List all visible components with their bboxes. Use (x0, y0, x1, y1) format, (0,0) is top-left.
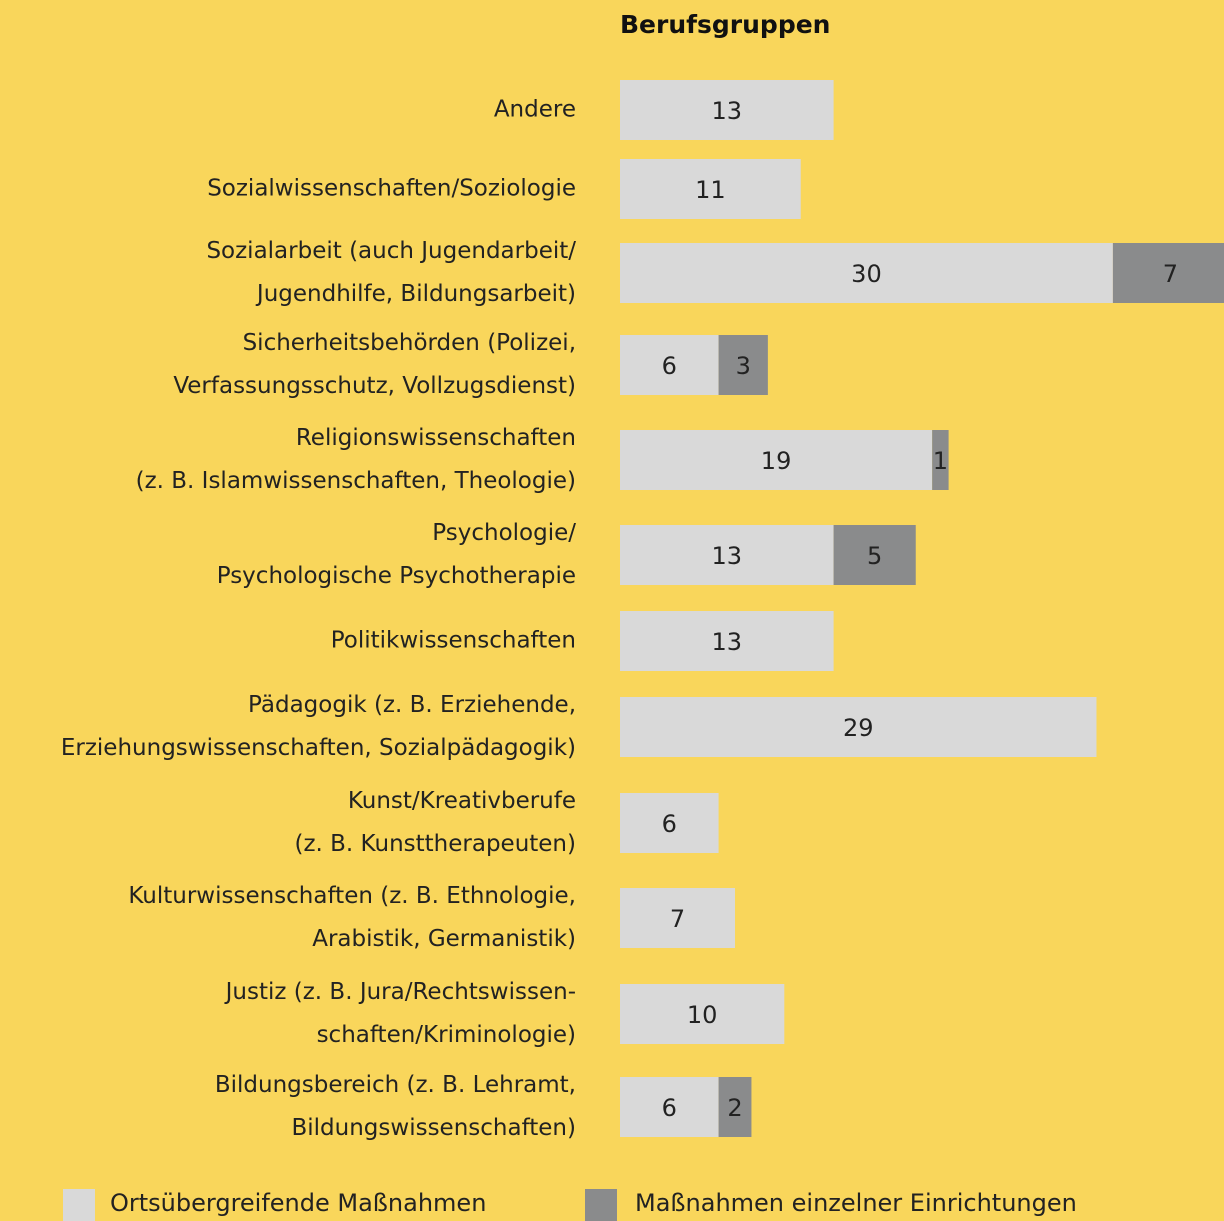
category-label: Bildungsbereich (z. B. Lehramt, Bildungs… (214, 1072, 576, 1141)
category-label: Psychologie/ Psychologische Psychotherap… (216, 520, 576, 589)
bar-segment (620, 888, 736, 948)
value-label: 11 (695, 176, 726, 204)
category-label: Sozialarbeit (auch Jugendarbeit/ Jugendh… (206, 238, 576, 307)
category-label: Sozialwissenschaften/Soziologie (207, 175, 576, 202)
bar-segment (620, 984, 785, 1044)
bar-segment (620, 430, 933, 490)
category-label: Pädagogik (z. B. Erziehende, Erziehungsw… (60, 692, 576, 761)
value-label: 1 (933, 447, 948, 475)
bar-segment (620, 1077, 719, 1137)
legend-swatch (585, 1189, 617, 1221)
bar-segment (932, 430, 949, 490)
bar-segment (620, 159, 801, 219)
bar-segment (620, 525, 834, 585)
legend-swatch (63, 1189, 95, 1221)
value-label: 3 (736, 352, 751, 380)
legend-label: Ortsübergreifende Maßnahmen (110, 1189, 487, 1217)
value-label: 7 (1163, 260, 1178, 288)
category-label: Politikwissenschaften (330, 627, 576, 654)
category-label: Religionswissenschaften (z. B. Islamwiss… (135, 425, 576, 494)
category-label: Kunst/Kreativberufe (z. B. Kunsttherapeu… (294, 788, 576, 857)
bar-segment (620, 335, 719, 395)
legend-label: Maßnahmen einzelner Einrichtungen (635, 1189, 1077, 1217)
bar-segment (620, 611, 834, 671)
value-label: 2 (727, 1094, 742, 1122)
bar-segment (718, 1077, 752, 1137)
value-label: 6 (662, 810, 677, 838)
category-label: Justiz (z. B. Jura/Rechtswissen- schafte… (225, 979, 576, 1048)
bar-segment (620, 80, 834, 140)
category-label: Sicherheitsbehörden (Polizei, Verfassung… (173, 330, 576, 399)
bar-segment (718, 335, 768, 395)
value-label: 6 (662, 352, 677, 380)
value-label: 19 (761, 447, 792, 475)
bar-segment (620, 793, 719, 853)
value-label: 30 (851, 260, 882, 288)
category-label: Andere (493, 96, 576, 123)
bar-segment (1112, 243, 1224, 303)
value-label: 10 (687, 1001, 718, 1029)
value-label: 13 (712, 542, 743, 570)
value-label: 7 (670, 905, 685, 933)
value-label: 29 (843, 714, 874, 742)
value-label: 5 (867, 542, 882, 570)
chart-title: Berufsgruppen (620, 10, 831, 39)
bar-segment (833, 525, 916, 585)
value-label: 13 (712, 628, 743, 656)
bar-segment (620, 243, 1113, 303)
bar-segment (620, 697, 1097, 757)
category-label: Kulturwissenschaften (z. B. Ethnologie, … (128, 883, 576, 952)
value-label: 13 (712, 97, 743, 125)
value-label: 6 (662, 1094, 677, 1122)
